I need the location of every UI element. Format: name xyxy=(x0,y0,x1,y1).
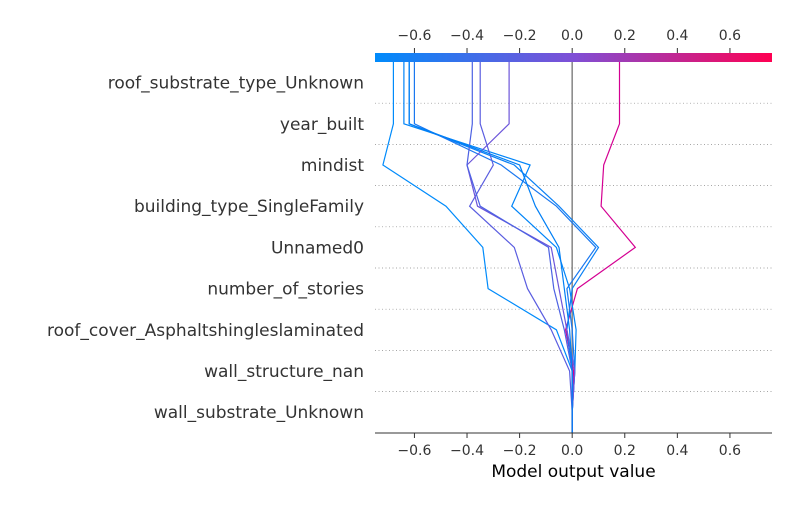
feature-label: mindist xyxy=(301,156,364,176)
feature-label: roof_cover_Asphaltshingleslaminated xyxy=(47,321,364,341)
feature-label: building_type_SingleFamily xyxy=(134,197,364,217)
top-axis-ticks: −0.6 −0.4 −0.2 0.0 0.2 0.4 0.6 xyxy=(397,28,741,53)
bottom-tick-label: 0.6 xyxy=(719,443,741,459)
decision-line xyxy=(408,62,573,433)
top-tick-label: 0.2 xyxy=(614,28,636,44)
decision-lines xyxy=(382,62,637,433)
decision-line xyxy=(466,62,576,433)
feature-label: wall_substrate_Unknown xyxy=(154,403,364,423)
feature-label: number_of_stories xyxy=(207,280,364,300)
top-tick-label: 0.0 xyxy=(561,28,583,44)
decision-line xyxy=(468,62,573,433)
feature-label: roof_substrate_type_Unknown xyxy=(108,74,364,94)
decision-line xyxy=(413,62,597,433)
bottom-axis-ticks: −0.6 −0.4 −0.2 0.0 0.2 0.4 0.6 xyxy=(397,433,741,459)
top-tick-label: 0.6 xyxy=(719,28,741,44)
bottom-tick-label: −0.4 xyxy=(450,443,484,459)
feature-labels: roof_substrate_type_Unknown year_builtmin… xyxy=(47,74,364,424)
bottom-tick-label: 0.0 xyxy=(561,443,583,459)
decision-line xyxy=(564,62,637,433)
decision-line xyxy=(382,62,573,433)
bottom-tick-label: 0.2 xyxy=(614,443,636,459)
feature-label: Unnamed0 xyxy=(271,238,364,258)
top-tick-label: −0.4 xyxy=(450,28,484,44)
bottom-tick-label: 0.4 xyxy=(666,443,688,459)
top-tick-label: −0.2 xyxy=(503,28,537,44)
x-axis-title: Model output value xyxy=(491,462,655,482)
feature-label: year_built xyxy=(280,115,364,135)
bottom-tick-label: −0.6 xyxy=(397,443,431,459)
top-tick-label: −0.6 xyxy=(397,28,431,44)
feature-label: wall_structure_nan xyxy=(204,362,364,382)
top-tick-label: 0.4 xyxy=(666,28,688,44)
colorbar xyxy=(375,53,772,62)
bottom-tick-label: −0.2 xyxy=(503,443,537,459)
